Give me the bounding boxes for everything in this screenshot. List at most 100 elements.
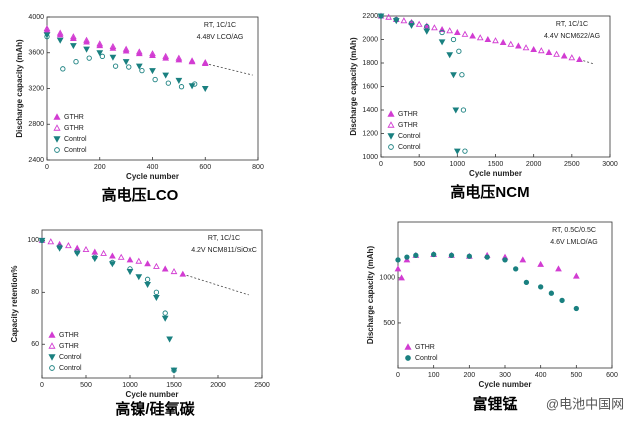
data-point <box>537 47 545 54</box>
y-tick-label: 1000 <box>362 154 378 161</box>
data-point <box>484 35 492 43</box>
data-point <box>453 28 461 35</box>
data-point <box>170 268 178 275</box>
x-tick-label: 500 <box>413 161 425 168</box>
annotation: 4.2V NCM811/SiOxC <box>191 247 257 254</box>
x-tick-label: 1000 <box>122 382 138 389</box>
data-point <box>555 265 562 272</box>
data-point <box>70 43 77 50</box>
data-point <box>74 249 80 255</box>
y-axis-label: Discharge capacity (mAh) <box>15 39 24 138</box>
data-point <box>175 56 183 63</box>
data-point <box>91 248 99 255</box>
data-point <box>519 256 527 263</box>
data-point <box>523 279 530 286</box>
x-axis-label: Cycle number <box>479 380 532 389</box>
data-point <box>192 81 198 87</box>
data-point <box>452 107 460 114</box>
legend-label: Control <box>398 133 421 140</box>
data-point <box>522 44 530 51</box>
data-point <box>109 42 117 50</box>
x-tick-label: 300 <box>499 372 511 379</box>
data-point <box>548 290 555 296</box>
legend-label: Control <box>64 136 87 143</box>
data-point <box>175 54 183 61</box>
annotation: RT, 0.5C/0.5C <box>552 227 596 234</box>
data-point <box>39 237 45 244</box>
y-tick-label: 1000 <box>379 275 395 282</box>
annotation: RT, 1C/1C <box>208 235 240 242</box>
data-point <box>60 66 66 72</box>
data-point <box>122 59 130 66</box>
data-point <box>162 54 170 61</box>
y-tick-label: 80 <box>31 289 39 296</box>
data-point <box>431 24 438 31</box>
x-tick-label: 0 <box>45 164 49 171</box>
legend-label: Control <box>415 355 438 362</box>
legend-marker <box>404 343 412 350</box>
x-tick-label: 600 <box>199 164 211 171</box>
data-point <box>126 256 134 263</box>
data-point <box>144 281 151 289</box>
data-point <box>149 68 156 75</box>
y-tick-label: 2400 <box>28 157 44 164</box>
data-point <box>404 254 410 260</box>
data-point <box>100 249 107 256</box>
data-point <box>149 51 156 58</box>
data-point <box>109 252 116 259</box>
legend-marker <box>388 144 394 150</box>
x-tick-label: 500 <box>570 372 582 379</box>
x-tick-label: 2000 <box>526 161 542 168</box>
data-point <box>568 54 576 61</box>
legend-marker <box>387 121 395 128</box>
data-point <box>484 254 490 260</box>
x-tick-label: 400 <box>147 164 159 171</box>
legend-label: GTHR <box>59 343 79 350</box>
data-point <box>393 16 399 23</box>
data-point <box>153 289 160 295</box>
data-point <box>73 59 79 65</box>
data-point <box>43 25 51 32</box>
caption: 富锂锰 <box>472 395 517 413</box>
data-point <box>70 34 77 41</box>
caption: 高电压LCO <box>102 186 179 204</box>
data-point <box>545 48 553 55</box>
legend-marker <box>48 354 56 361</box>
data-point <box>144 260 151 267</box>
data-point <box>83 38 90 45</box>
data-point <box>175 77 183 84</box>
y-tick-label: 1400 <box>362 107 378 114</box>
y-tick-label: 100 <box>27 237 39 244</box>
legend-label: Control <box>59 354 82 361</box>
data-point <box>171 367 177 373</box>
y-tick-label: 3600 <box>28 50 44 57</box>
y-tick-label: 1800 <box>362 60 378 67</box>
x-tick-label: 100 <box>428 372 440 379</box>
data-point <box>492 37 499 44</box>
data-point <box>99 53 106 59</box>
legend-label: GTHR <box>59 332 79 339</box>
data-point <box>530 45 538 53</box>
x-tick-label: 0 <box>40 382 44 389</box>
x-tick-label: 1000 <box>450 161 466 168</box>
data-point <box>398 274 405 281</box>
data-point <box>431 251 437 258</box>
data-point <box>82 245 90 253</box>
data-point <box>96 50 104 57</box>
x-tick-label: 2500 <box>254 382 270 389</box>
data-point <box>378 13 384 19</box>
x-tick-label: 2000 <box>210 382 226 389</box>
y-axis-label: Discharge capacity (mAh) <box>366 246 375 345</box>
data-point <box>201 59 209 66</box>
y-tick-label: 1600 <box>362 83 378 90</box>
x-tick-label: 0 <box>379 161 383 168</box>
x-axis-label: Cycle number <box>126 390 179 399</box>
x-tick-label: 400 <box>535 372 547 379</box>
caption: 高电压NCM <box>450 183 529 201</box>
data-point <box>188 57 196 64</box>
data-point <box>201 85 209 93</box>
legend-marker <box>387 110 395 117</box>
legend-marker <box>387 133 395 140</box>
legend-marker <box>53 113 61 120</box>
